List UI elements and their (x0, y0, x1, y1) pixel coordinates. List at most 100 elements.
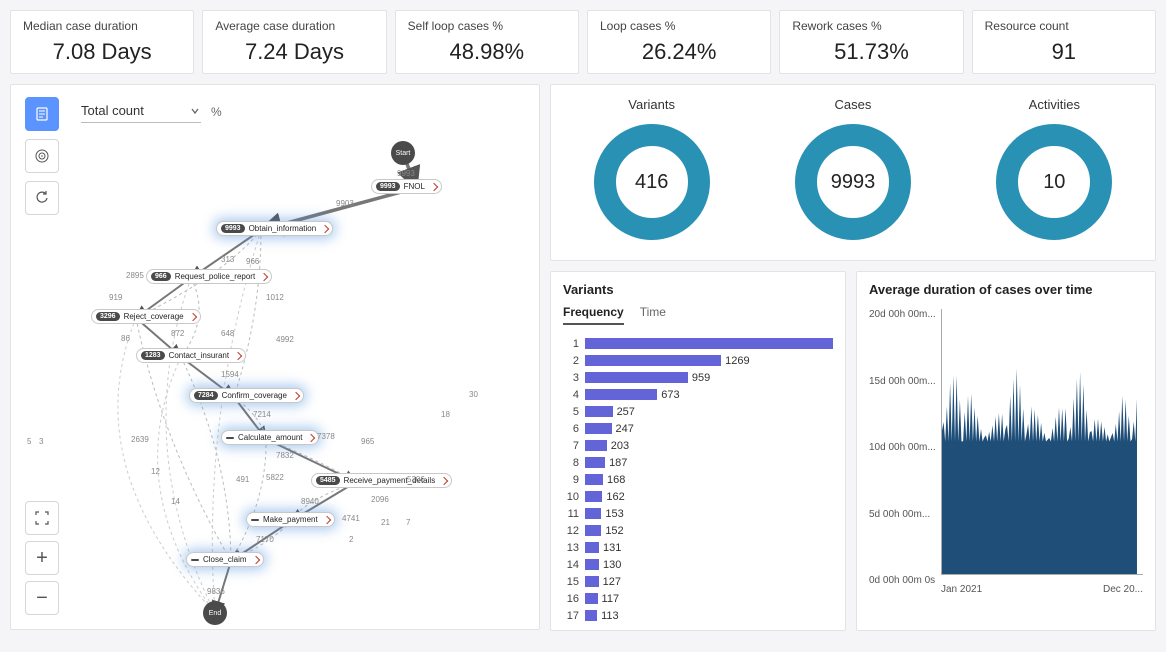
bar-value: 1269 (725, 355, 749, 367)
process-node-confirm[interactable]: 7284Confirm_coverage (189, 388, 304, 403)
kpi-label: Self loop cases % (408, 19, 566, 33)
node-count-badge: 7284 (194, 391, 218, 400)
kpi-value: 91 (985, 39, 1143, 65)
kpi-card-loop: Loop cases % 26.24% (587, 10, 771, 74)
variant-bar-row[interactable]: 8187 (563, 454, 833, 471)
kpi-card-rework: Rework cases % 51.73% (779, 10, 963, 74)
area-chart-svg (942, 309, 1143, 574)
bar-value: 117 (602, 593, 620, 605)
card-title: Average duration of cases over time (869, 282, 1143, 297)
edge-count: 12 (151, 467, 160, 476)
process-graph[interactable]: StartEnd999398369993FNOL9993Obtain_infor… (71, 135, 529, 619)
variant-bar-row[interactable]: 12152 (563, 522, 833, 539)
variant-bar-row[interactable]: 3959 (563, 369, 833, 386)
variant-bar-row[interactable]: 12311 (563, 335, 833, 352)
node-label: Reject_coverage (124, 312, 184, 321)
variant-bar-row[interactable]: 13131 (563, 539, 833, 556)
variant-bar-row[interactable]: 4673 (563, 386, 833, 403)
bar-fill (585, 559, 599, 570)
variant-bar-row[interactable]: 21269 (563, 352, 833, 369)
bar-value: 127 (603, 576, 621, 588)
bar-value: 162 (606, 491, 624, 503)
edge-count: 5 (27, 437, 31, 446)
edge-count: 7214 (253, 410, 271, 419)
bar-index: 6 (563, 423, 585, 435)
kpi-value: 7.08 Days (23, 39, 181, 65)
process-node-recdet[interactable]: 5485Receive_payment_details (311, 473, 452, 488)
bar-value: 153 (605, 508, 623, 520)
edge-count: 1012 (266, 293, 284, 302)
kpi-label: Rework cases % (792, 19, 950, 33)
edge-count: 4741 (342, 514, 360, 523)
bar-fill (585, 610, 597, 621)
edge-count: 965 (361, 437, 374, 446)
process-node-obtain[interactable]: 9993Obtain_information (216, 221, 333, 236)
node-label: Close_claim (203, 555, 247, 564)
variant-bar-row[interactable]: 17113 (563, 607, 833, 624)
metric-select[interactable]: Total count (81, 99, 201, 123)
donut-value: 9993 (831, 171, 876, 194)
variant-bar-row[interactable]: 15 127 (563, 573, 833, 590)
tab-frequency[interactable]: Frequency (563, 305, 624, 325)
y-axis-label: 15d 00h 00m... (869, 376, 936, 387)
edge-count: 5822 (266, 473, 284, 482)
avg-duration-card: Average duration of cases over time 20d … (856, 271, 1156, 631)
bar-fill (585, 457, 605, 468)
process-node-makepay[interactable]: Make_payment (246, 512, 335, 527)
variants-tabs: Frequency Time (563, 305, 833, 325)
y-axis-label: 20d 00h 00m... (869, 309, 936, 320)
bar-value: 673 (661, 389, 679, 401)
variant-bar-row[interactable]: 10162 (563, 488, 833, 505)
bar-track: 247 (585, 423, 833, 434)
bar-track: 117 (585, 593, 833, 604)
process-node-reqpol[interactable]: 966Request_police_report (146, 269, 272, 284)
tab-time[interactable]: Time (640, 305, 666, 325)
view-mode-detail-button[interactable] (25, 97, 59, 131)
bar-index: 15 (563, 576, 585, 588)
edge-count: 5306 (407, 475, 425, 484)
y-axis-label: 5d 00h 00m... (869, 509, 930, 520)
bar-track: 131 (585, 542, 833, 553)
avg-duration-plot (941, 309, 1143, 575)
bar-index: 14 (563, 559, 585, 571)
process-end-node[interactable]: End (203, 601, 227, 625)
variants-bar-list[interactable]: 1231121269395946735257624772038187916810… (563, 335, 833, 625)
kpi-value: 7.24 Days (215, 39, 373, 65)
variant-bar-row[interactable]: 14130 (563, 556, 833, 573)
edge-count: 4992 (276, 335, 294, 344)
bar-index: 9 (563, 474, 585, 486)
view-mode-spiral-button[interactable] (25, 139, 59, 173)
process-node-close[interactable]: Close_claim (186, 552, 264, 567)
edge-count: 2639 (131, 435, 149, 444)
bar-fill (585, 338, 833, 349)
variant-bar-row[interactable]: 9168 (563, 471, 833, 488)
bar-index: 7 (563, 440, 585, 452)
variant-bar-row[interactable]: 5257 (563, 403, 833, 420)
bar-track: 130 (585, 559, 833, 570)
node-count-badge: 9993 (376, 182, 400, 191)
bar-fill (585, 474, 603, 485)
edge-count: 21 (381, 518, 390, 527)
process-map-pane[interactable]: Total count % + − StartEnd999398369993FN… (10, 84, 540, 630)
kpi-value: 48.98% (408, 39, 566, 65)
fit-button[interactable] (25, 501, 59, 535)
kpi-card-resource: Resource count 91 (972, 10, 1156, 74)
zoom-in-button[interactable]: + (25, 541, 59, 575)
process-node-reject[interactable]: 3296Reject_coverage (91, 309, 201, 324)
kpi-label: Average case duration (215, 19, 373, 33)
view-mode-refresh-button[interactable] (25, 181, 59, 215)
zoom-out-button[interactable]: − (25, 581, 59, 615)
bar-track: 153 (585, 508, 833, 519)
process-node-calc[interactable]: Calculate_amount (221, 430, 319, 445)
variant-bar-row[interactable]: 7203 (563, 437, 833, 454)
node-label: Calculate_amount (238, 433, 302, 442)
process-node-contact[interactable]: 1283Contact_insurant (136, 348, 246, 363)
process-node-fnol[interactable]: 9993FNOL (371, 179, 442, 194)
variant-bar-row[interactable]: 11153 (563, 505, 833, 522)
variant-bar-row[interactable]: 16117 (563, 590, 833, 607)
edge-count: 919 (109, 293, 122, 302)
node-count-badge: 966 (151, 272, 171, 281)
x-axis-label: Jan 2021 (941, 584, 982, 595)
variant-bar-row[interactable]: 6247 (563, 420, 833, 437)
process-start-node[interactable]: Start (391, 141, 415, 165)
